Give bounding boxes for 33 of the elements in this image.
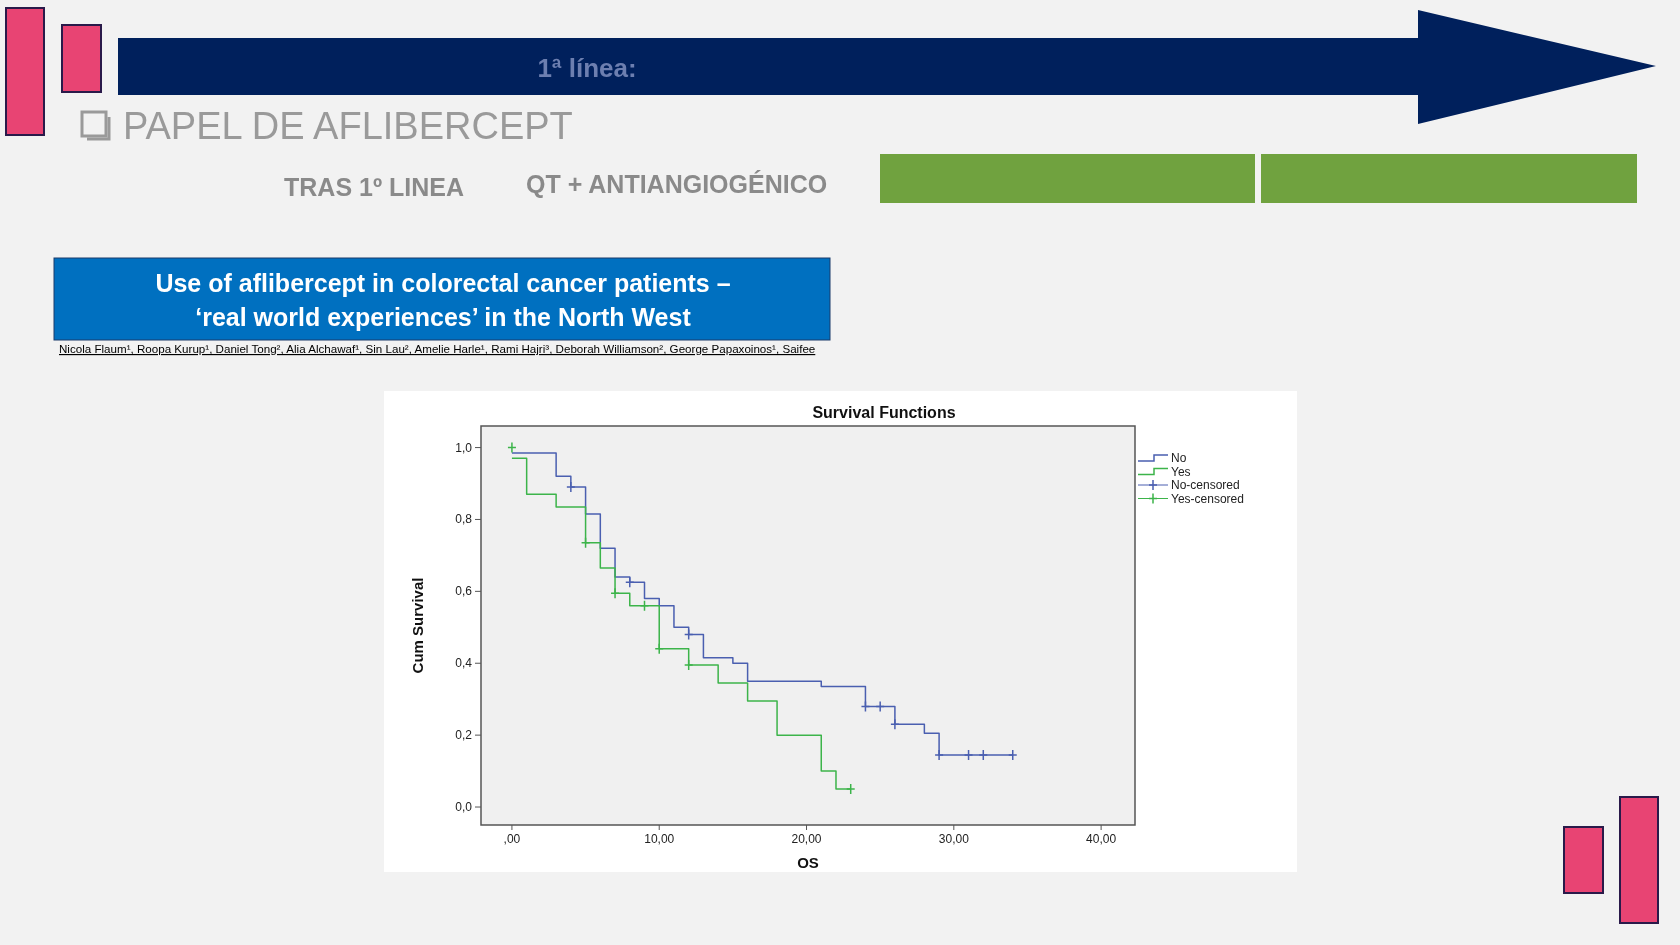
point (610, 587, 620, 599)
point (934, 749, 944, 761)
point (654, 643, 664, 655)
y-tick-label: 0,2 (455, 728, 473, 743)
legend-label: Yes (1171, 464, 1191, 479)
x-tick-label: 30,00 (938, 832, 970, 846)
y-tick-label: 0,6 (455, 584, 473, 599)
x-axis-title: OS (797, 854, 819, 871)
point (890, 718, 900, 731)
y-tick-label: 0,8 (455, 512, 473, 527)
y-tick-label: 1,0 (455, 440, 473, 455)
point (625, 576, 635, 589)
text: Nicola Flaum¹, Roopa Kurup¹, Daniel Tong², Alia Alchawaf¹, Sin Lau², Amelie Harle¹, Rami Hajri³, Deborah Williamson², George Papaxoinos¹, Saifee (59, 342, 816, 355)
y-tick-label: 0,4 (455, 656, 473, 671)
x-tick-label: 20,00 (791, 832, 822, 846)
x-tick-label: ,00 (503, 832, 521, 846)
text: TRAS 1º LINEA (284, 173, 464, 201)
text: QT + ANTIANGIOGÉNICO (526, 170, 828, 198)
point (507, 441, 517, 454)
point (875, 700, 885, 713)
x-tick-label: 40,00 (1086, 832, 1117, 846)
point (566, 481, 576, 493)
text: 1ª línea: (537, 53, 637, 83)
chart-title: Survival Functions (812, 404, 956, 421)
text: Use of aflibercept in colorectal cancer patients – (155, 269, 731, 297)
y-axis-title: Cum Survival (409, 577, 426, 674)
text: ‘real world experiences’ in the North West (195, 303, 692, 331)
text: PAPEL DE AFLIBERCEPT (123, 105, 573, 147)
legend-label: No (1171, 451, 1187, 465)
legend-label: No-censored (1171, 478, 1240, 492)
y-tick-label: 0,0 (455, 800, 473, 815)
legend-label: Yes-censored (1171, 491, 1244, 506)
x-tick-label: 10,00 (644, 832, 675, 846)
